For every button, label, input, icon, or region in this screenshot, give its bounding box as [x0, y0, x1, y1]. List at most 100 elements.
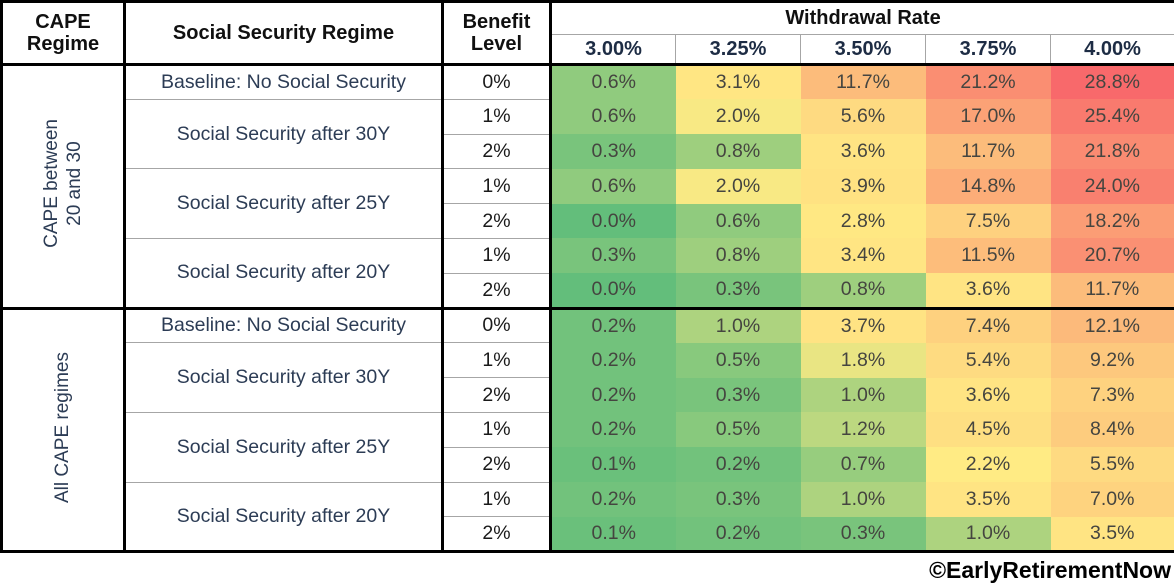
table-row: 2% 0.2% 0.3% 1.0% 3.6% 7.3%	[2, 377, 1174, 413]
cape-regime-label: CAPE between 20 and 30	[1, 64, 126, 309]
benefit-level-value: 1%	[442, 98, 552, 135]
failure-rate-cell: 3.9%	[800, 168, 926, 204]
header-line: CAPE	[35, 10, 91, 33]
failure-rate-cell: 14.8%	[925, 168, 1051, 204]
cape-regime-column-header: CAPE Regime	[1, 1, 126, 66]
failure-rate-cell: 3.7%	[800, 306, 926, 343]
social-security-regime-label: Social Security after 20Y	[124, 237, 444, 309]
failure-rate-cell: 11.7%	[1050, 273, 1174, 309]
table-body: CAPE between 20 and 30 Baseline: No Socia…	[1, 64, 1174, 552]
benefit-level-value: 1%	[442, 237, 552, 274]
failure-rate-cell: 24.0%	[1050, 168, 1174, 204]
failure-rate-cell: 0.8%	[675, 134, 801, 169]
benefit-level-value: 2%	[442, 133, 552, 169]
failure-rate-cell: 0.3%	[550, 238, 676, 274]
failure-rate-cell: 7.4%	[925, 306, 1051, 343]
failure-rate-cell: 1.0%	[675, 306, 801, 343]
credit-footer: ©EarlyRetirementNow	[0, 553, 1174, 588]
failure-rate-cell: 0.6%	[550, 168, 676, 204]
failure-rate-cell: 1.0%	[800, 482, 926, 517]
failure-rate-cell: 0.5%	[675, 342, 801, 378]
failure-rate-cell: 0.2%	[550, 377, 676, 413]
table-row: Social Security after 30Y 1% 0.6% 2.0% 5.6% 1…	[2, 98, 1174, 169]
failure-rate-cell: 0.3%	[675, 273, 801, 309]
table-row: 2% 0.0% 0.3% 0.8% 3.6% 11.7%	[2, 272, 1174, 309]
benefit-level-value: 2%	[442, 516, 552, 552]
failure-rate-cell: 0.2%	[550, 482, 676, 517]
withdrawal-rate-table: CAPE Regime Social Security Regime Benefi…	[0, 0, 1174, 554]
failure-rate-cell: 0.1%	[550, 447, 676, 483]
failure-rate-cell: 0.6%	[550, 99, 676, 135]
benefit-level-value: 1%	[442, 411, 552, 448]
header-line: Benefit	[462, 10, 531, 33]
failure-rate-cell: 1.2%	[800, 412, 926, 448]
failure-rate-cell: 11.7%	[925, 134, 1051, 169]
table-row: Social Security after 25Y 1% 0.6% 2.0% 3.9% 1…	[2, 168, 1174, 239]
failure-rate-cell: 11.5%	[925, 238, 1051, 274]
header-line: Level	[470, 33, 523, 55]
failure-rate-cell: 0.7%	[800, 447, 926, 483]
social-security-regime-column-header: Social Security Regime	[124, 1, 444, 66]
failure-rate-cell: 0.3%	[800, 516, 926, 552]
failure-rate-cell: 0.3%	[675, 482, 801, 517]
failure-rate-cell: 0.2%	[550, 412, 676, 448]
failure-rate-cell: 21.8%	[1050, 134, 1174, 169]
social-security-regime-label: Social Security after 30Y	[124, 342, 444, 413]
benefit-level-value: 0%	[442, 64, 552, 100]
failure-rate-cell: 11.7%	[800, 64, 926, 100]
benefit-level-value: 1%	[442, 481, 552, 517]
failure-rate-cell: 21.2%	[925, 64, 1051, 100]
rate-column-header: 3.00%	[550, 34, 676, 66]
benefit-level-value: 1%	[442, 168, 552, 204]
failure-rate-cell: 3.4%	[800, 238, 926, 274]
failure-rate-cell: 0.6%	[550, 64, 676, 100]
social-security-regime-label: Baseline: No Social Security	[124, 306, 444, 343]
failure-rate-cell: 0.3%	[675, 377, 801, 413]
failure-rate-cell: 20.7%	[1050, 238, 1174, 274]
failure-rate-cell: 0.3%	[550, 134, 676, 169]
rate-column-header: 3.75%	[925, 34, 1051, 66]
withdrawal-rate-group-header: Withdrawal Rate	[550, 1, 1174, 35]
failure-rate-cell: 0.8%	[675, 238, 801, 274]
failure-rate-cell: 0.6%	[675, 203, 801, 239]
cape-regime-vertical-text: CAPE between 20 and 30	[40, 119, 85, 249]
failure-rate-cell: 25.4%	[1050, 99, 1174, 135]
table-row: 2% 0.3% 0.8% 3.6% 11.7% 21.8%	[2, 133, 1174, 169]
failure-rate-cell: 5.5%	[1050, 447, 1174, 483]
failure-rate-cell: 9.2%	[1050, 342, 1174, 378]
rate-column-header: 3.50%	[800, 34, 926, 66]
rate-column-header: 3.25%	[675, 34, 801, 66]
failure-rate-cell: 3.5%	[925, 482, 1051, 517]
failure-rate-cell: 0.2%	[550, 342, 676, 378]
social-security-regime-label: Social Security after 20Y	[124, 481, 444, 552]
failure-rate-cell: 18.2%	[1050, 203, 1174, 239]
benefit-level-column-header: Benefit Level	[442, 1, 552, 66]
failure-rate-cell: 7.0%	[1050, 482, 1174, 517]
failure-rate-cell: 0.1%	[550, 516, 676, 552]
rate-column-header: 4.00%	[1049, 34, 1174, 66]
failure-rate-cell: 3.6%	[925, 377, 1051, 413]
benefit-level-value: 2%	[442, 377, 552, 413]
table-row: 2% 0.1% 0.2% 0.7% 2.2% 5.5%	[2, 446, 1174, 483]
failure-rate-cell: 3.1%	[675, 64, 801, 100]
failure-rate-cell: 0.0%	[550, 273, 676, 309]
failure-rate-cell: 0.2%	[550, 306, 676, 343]
social-security-regime-label: Social Security after 25Y	[124, 411, 444, 483]
failure-rate-cell: 5.4%	[925, 342, 1051, 378]
failure-rate-cell: 2.0%	[675, 99, 801, 135]
cape-regime-label: All CAPE regimes	[1, 306, 126, 552]
social-security-regime-label: Social Security after 30Y	[124, 98, 444, 169]
social-security-regime-label: Baseline: No Social Security	[124, 64, 444, 100]
table-row: Social Security after 30Y 1% 0.2% 0.5% 1.8% 5…	[2, 342, 1174, 413]
failure-rate-cell: 2.0%	[675, 168, 801, 204]
table-row: Social Security after 20Y 1% 0.3% 0.8% 3.4% 1…	[2, 237, 1174, 309]
failure-rate-cell: 2.8%	[800, 203, 926, 239]
table-row: 2% 0.1% 0.2% 0.3% 1.0% 3.5%	[2, 516, 1174, 552]
failure-rate-cell: 3.6%	[925, 273, 1051, 309]
failure-rate-cell: 0.8%	[800, 273, 926, 309]
social-security-regime-label: Social Security after 25Y	[124, 168, 444, 239]
failure-rate-cell: 1.0%	[800, 377, 926, 413]
table-row: Social Security after 25Y 1% 0.2% 0.5% 1.2% 4…	[2, 411, 1174, 483]
benefit-level-value: 0%	[442, 306, 552, 343]
failure-rate-cell: 8.4%	[1050, 412, 1174, 448]
